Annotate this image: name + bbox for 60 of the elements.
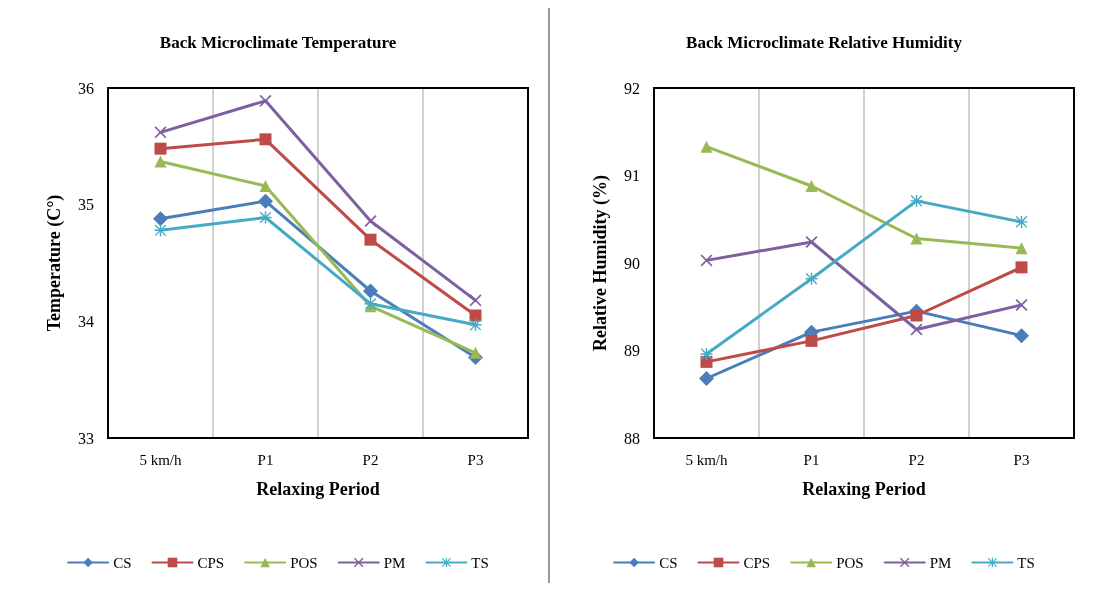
- x-tick-label: P2: [362, 451, 379, 468]
- point: [154, 126, 167, 139]
- legend-label: TS: [471, 554, 489, 571]
- x-tick-label: P1: [257, 451, 274, 468]
- y-tick-label: 35: [78, 196, 94, 214]
- x-tick-label: P3: [1013, 451, 1030, 468]
- point: [258, 193, 273, 209]
- y-tick-label: 90: [624, 254, 640, 272]
- point: [154, 142, 167, 155]
- y-tick-label: 91: [624, 167, 640, 184]
- point: [1015, 215, 1028, 228]
- point: [1014, 328, 1029, 344]
- x-tick-label: P1: [803, 451, 820, 468]
- x-axis-title: Relaxing Period: [256, 479, 380, 499]
- point: [1015, 261, 1028, 274]
- point: [153, 211, 168, 227]
- y-tick-label: 88: [624, 429, 640, 447]
- y-axis-title: Relative Humidity (%): [590, 175, 611, 351]
- legend-label: PM: [383, 554, 406, 571]
- y-tick-label: 36: [78, 79, 94, 97]
- point: [154, 155, 167, 168]
- y-tick-label: 92: [624, 79, 640, 97]
- point: [259, 180, 272, 192]
- point: [469, 309, 482, 322]
- legend-label: POS: [290, 554, 318, 571]
- x-tick-label: 5 km/h: [685, 451, 729, 468]
- point: [910, 232, 923, 245]
- point: [805, 180, 818, 192]
- legend-label: CS: [113, 554, 132, 571]
- legend-label: CPS: [197, 554, 225, 571]
- point: [1015, 242, 1028, 255]
- point: [469, 346, 482, 359]
- x-axis-title: Relaxing Period: [802, 479, 926, 499]
- point: [910, 309, 923, 322]
- legend-label: PM: [929, 554, 952, 571]
- point: [469, 318, 482, 331]
- point: [910, 323, 923, 336]
- x-tick-label: P3: [467, 451, 484, 468]
- point: [910, 194, 923, 207]
- legend-label: TS: [1017, 554, 1035, 571]
- point: [364, 233, 377, 246]
- legend-label: POS: [836, 554, 864, 571]
- point: [469, 294, 482, 307]
- point: [805, 334, 818, 347]
- chart-title: Back Microclimate Relative Humidity: [686, 32, 963, 52]
- point: [700, 140, 713, 153]
- chart-title: Back Microclimate Temperature: [159, 32, 397, 52]
- y-tick-label: 34: [78, 312, 94, 330]
- point: [699, 371, 714, 386]
- point: [259, 133, 272, 146]
- legend-label: CPS: [743, 554, 771, 571]
- x-tick-label: 5 km/h: [139, 451, 183, 468]
- y-axis-title: Temperature (C°): [44, 194, 65, 332]
- point: [700, 348, 713, 360]
- y-tick-label: 89: [624, 342, 640, 359]
- x-tick-label: P2: [908, 451, 925, 468]
- point: [363, 283, 378, 299]
- point: [700, 254, 713, 267]
- y-tick-label: 33: [78, 429, 94, 447]
- legend-label: CS: [659, 554, 678, 571]
